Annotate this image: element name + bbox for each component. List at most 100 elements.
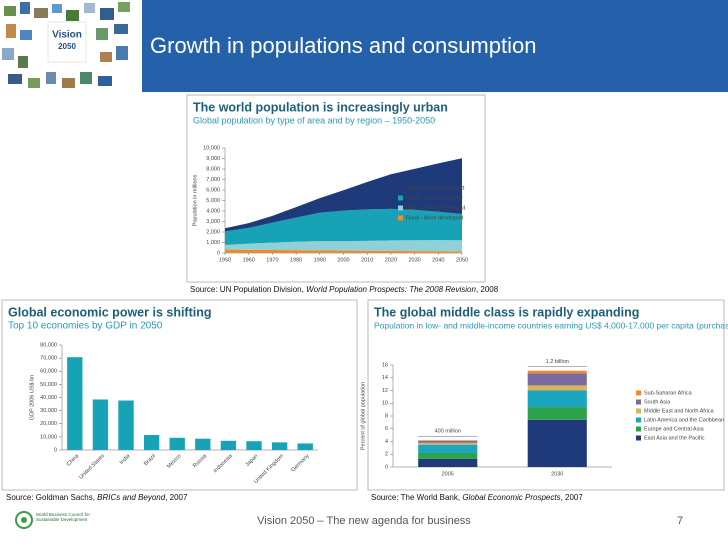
bar — [118, 400, 134, 450]
y-tick-label: 8,000 — [206, 166, 220, 172]
y-tick-label: 10 — [382, 401, 388, 407]
bar — [92, 399, 109, 450]
page-number: 7 — [677, 515, 683, 527]
source-text: Source: The World Bank, — [371, 493, 462, 502]
source-text: , 2007 — [561, 493, 584, 502]
legend-swatch — [398, 195, 403, 201]
bar — [195, 438, 211, 450]
chart-subtitle: Population in low- and middle-income cou… — [374, 320, 728, 330]
x-tick-label: 2040 — [432, 257, 444, 263]
legend-swatch — [398, 215, 403, 221]
bar — [271, 442, 288, 450]
y-tick-label: 50,000 — [40, 382, 57, 388]
x-tick-label: 1970 — [266, 257, 278, 263]
y-tick-label: 10,000 — [40, 434, 57, 440]
source-text: , 2008 — [476, 285, 499, 294]
chart-title: Global economic power is shifting — [8, 305, 212, 319]
bar-segment — [418, 444, 478, 453]
bar — [220, 440, 237, 450]
y-tick-label: 9,000 — [206, 156, 220, 162]
y-tick-label: 10,000 — [203, 145, 220, 151]
y-tick-label: 3,000 — [206, 219, 220, 225]
logo-text: 2050 — [58, 42, 76, 51]
bar — [246, 441, 262, 450]
bar-segment — [527, 385, 587, 391]
legend-swatch — [636, 435, 641, 441]
legend-swatch — [636, 408, 641, 414]
chart-subtitle: Global population by type of area and by… — [193, 115, 435, 125]
area — [225, 158, 462, 232]
bar — [143, 435, 160, 450]
bar-segment — [527, 407, 587, 420]
y-tick-label: 2,000 — [206, 229, 220, 235]
y-tick-label: 4 — [385, 439, 388, 445]
legend-label: Rural - More developed — [406, 215, 463, 221]
y-axis-label: GDP 2006 US$ bn — [29, 375, 35, 420]
annotation: 1.2 billion — [546, 359, 569, 365]
y-tick-label: 2 — [385, 452, 388, 458]
bar-segment — [418, 440, 478, 441]
source: Source: Goldman Sachs, BRICs and Beyond,… — [6, 493, 188, 502]
bar-segment — [418, 442, 478, 445]
x-tick-label: 1960 — [243, 257, 255, 263]
chart-subtitle: Top 10 economies by GDP in 2050 — [8, 321, 163, 332]
y-tick-label: 5,000 — [206, 198, 220, 204]
source-title: World Population Prospects: The 2008 Rev… — [306, 285, 476, 294]
legend-label: Sub-Saharan Africa — [644, 390, 693, 396]
y-tick-label: 14 — [382, 375, 388, 381]
y-tick-label: 0 — [217, 250, 220, 256]
legend-label: South Asia — [644, 399, 671, 405]
annotation: 400 million — [435, 429, 461, 435]
legend-swatch — [398, 185, 403, 191]
legend-label: Urban - More developed — [406, 205, 465, 211]
legend-label: Urban - Less developed — [406, 185, 464, 191]
bar — [297, 443, 313, 450]
y-tick-label: 40,000 — [40, 395, 57, 401]
legend-swatch — [636, 426, 641, 432]
bar-segment — [418, 440, 478, 443]
y-axis-label: Percent of global population — [360, 382, 366, 450]
legend-label: East Asia and the Pacific — [644, 435, 705, 441]
x-tick-label: 2030 — [408, 257, 420, 263]
x-tick-label: 2010 — [361, 257, 373, 263]
source: Source: UN Population Division, World Po… — [190, 285, 499, 294]
x-tick-label: 2005 — [442, 471, 454, 477]
chart-panel — [1, 299, 358, 491]
y-axis-label: Population in millions — [192, 174, 198, 226]
y-tick-label: 6,000 — [206, 187, 220, 193]
y-tick-label: 0 — [385, 464, 388, 470]
y-tick-label: 80,000 — [40, 342, 57, 348]
chart-title: The global middle class is rapidly expan… — [374, 305, 639, 319]
header-bar — [142, 0, 728, 92]
source-title: Global Economic Prospects — [462, 493, 560, 502]
legend-label: Middle East and North Africa — [644, 408, 715, 414]
org-name-box: World Business Council for Sustainable D… — [36, 512, 90, 522]
org-name: World Business Council for Sustainable D… — [36, 512, 90, 522]
bar — [169, 437, 185, 450]
x-tick-label: 1950 — [219, 257, 231, 263]
footer-text: Vision 2050 – The new agenda for busines… — [257, 515, 471, 527]
y-tick-label: 60,000 — [40, 369, 57, 375]
bar-segment — [418, 452, 478, 459]
slide-title: Growth in populations and consumption — [150, 33, 536, 58]
source: Source: The World Bank, Global Economic … — [371, 493, 583, 502]
x-tick-label: 2030 — [551, 471, 563, 477]
y-tick-label: 6 — [385, 426, 388, 432]
source-title: BRICs and Beyond — [97, 493, 166, 502]
logo-mosaic — [2, 2, 130, 88]
y-tick-label: 4,000 — [206, 208, 220, 214]
y-tick-label: 8 — [385, 413, 388, 419]
y-tick-label: 12 — [382, 388, 388, 394]
x-tick-label: 2050 — [456, 257, 468, 263]
logo-text: Vision — [52, 30, 82, 41]
x-tick-label: 2020 — [385, 257, 397, 263]
org-logo — [15, 511, 33, 529]
bar-segment — [418, 458, 478, 467]
y-tick-label: 16 — [382, 362, 388, 368]
y-tick-label: 30,000 — [40, 408, 57, 414]
source-text: Source: Goldman Sachs, — [6, 493, 97, 502]
chart-title: The world population is increasingly urb… — [193, 100, 448, 114]
x-tick-label: 2000 — [337, 257, 349, 263]
x-tick-label: 1990 — [314, 257, 326, 263]
